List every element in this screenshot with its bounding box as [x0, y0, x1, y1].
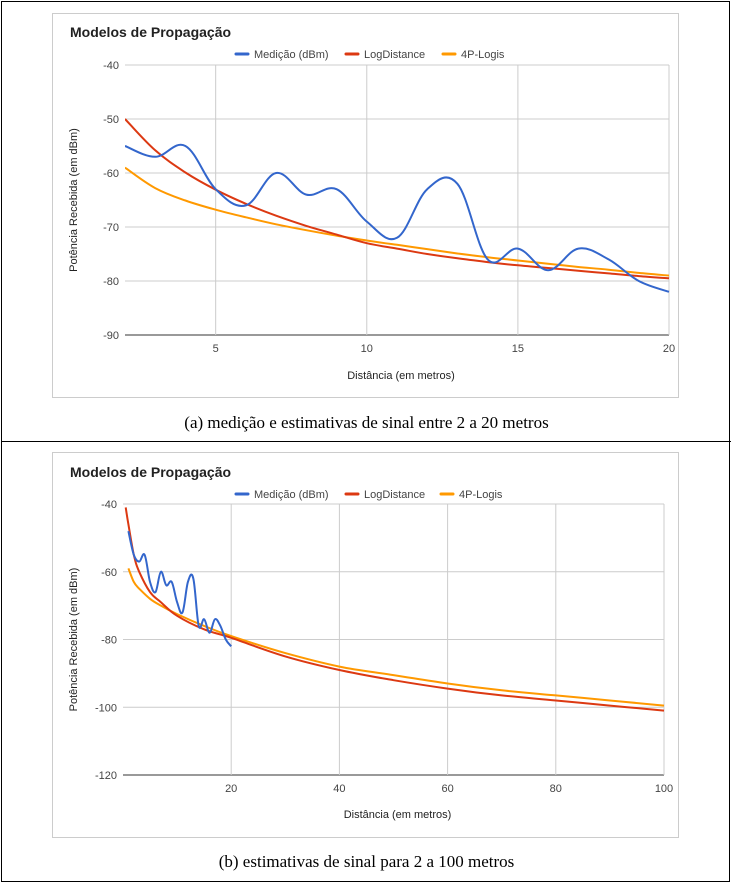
y-tick-label: -80 [101, 635, 117, 647]
legend-label: LogDistance [364, 489, 425, 501]
chart-title: Modelos de Propagação [70, 24, 231, 40]
y-tick-label: -60 [103, 168, 119, 180]
x-tick-label: 40 [333, 783, 345, 795]
x-tick-label: 20 [663, 343, 675, 355]
x-tick-label: 100 [655, 783, 673, 795]
y-tick-label: -70 [103, 222, 119, 234]
x-axis-label: Distância (em metros) [344, 809, 452, 821]
x-tick-label: 60 [441, 783, 453, 795]
x-tick-label: 5 [213, 343, 219, 355]
x-tick-label: 80 [550, 783, 562, 795]
legend-label: 4P-Logis [459, 489, 503, 501]
y-axis-label: Potência Recebida (em dBm) [68, 128, 80, 272]
chart-panel-a: Modelos de Propagação -40 -50 -60 -70 -80 -90 5… [52, 13, 679, 398]
series-line-4p-logis [127, 568, 665, 707]
legend-label: 4P-Logis [461, 49, 505, 61]
y-tick-label: -100 [95, 702, 117, 714]
legend-label: LogDistance [364, 49, 425, 61]
series-line-logdistance [124, 507, 665, 712]
x-tick-label: 15 [512, 343, 524, 355]
series-line-4p-logis [125, 166, 670, 277]
y-tick-label: -90 [103, 330, 119, 342]
legend-label: Medição (dBm) [254, 489, 329, 501]
chart-title: Modelos de Propagação [70, 464, 231, 480]
x-tick-label: 10 [361, 343, 373, 355]
chart-a-svg: Modelos de Propagação -40 -50 -60 -70 -80 -90 5… [68, 24, 675, 382]
x-axis-label: Distância (em metros) [347, 370, 455, 382]
y-tick-label: -40 [101, 499, 117, 511]
y-axis-label: Potência Recebida (em dBm) [68, 568, 80, 712]
legend-label: Medição (dBm) [254, 49, 329, 61]
y-tick-label: -50 [103, 114, 119, 126]
caption-b: (b) estimativas de sinal para 2 a 100 me… [218, 852, 515, 871]
series-line-medi-o-dbm [125, 143, 670, 293]
x-tick-label: 20 [225, 783, 237, 795]
y-tick-label: -120 [95, 770, 117, 782]
series-line-medi-o-dbm [127, 530, 232, 647]
y-tick-label: -40 [103, 60, 119, 72]
chart-b-svg: Modelos de Propagação -40 -60 -80 -100 -120 20… [68, 464, 673, 821]
y-tick-label: -60 [101, 567, 117, 579]
figure-divider [1, 441, 731, 442]
caption-a: (a) medição e estimativas de sinal entre… [184, 413, 549, 432]
y-tick-label: -80 [103, 276, 119, 288]
series-line-logdistance [125, 118, 670, 280]
chart-panel-b: Modelos de Propagação -40 -60 -80 -100 -120 20… [52, 452, 679, 838]
